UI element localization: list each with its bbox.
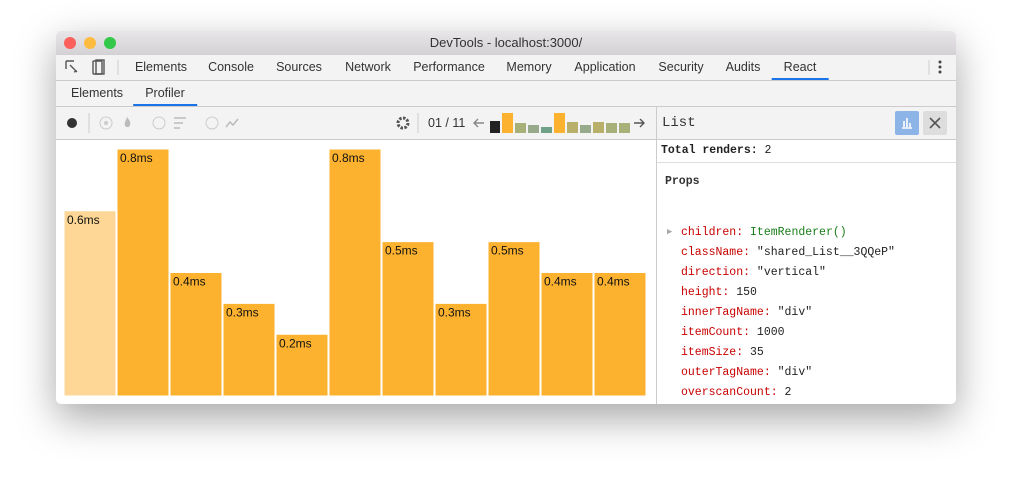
prop-key: innerTagName: (681, 306, 771, 319)
prop-key: itemCount: (681, 326, 751, 339)
prop-row: ▶ children: ItemRenderer() (667, 226, 847, 239)
prop-key: className: (681, 246, 751, 259)
title-bar: DevTools - localhost:3000/ (56, 31, 956, 55)
menu-button[interactable] (928, 55, 948, 80)
bar-label: 0.6ms (67, 213, 100, 227)
prop-row: className: "shared_List__3QQeP" (681, 246, 895, 259)
prop-value: 1000 (756, 326, 785, 339)
prop-value: 35 (750, 346, 764, 359)
commit-bar[interactable] (487, 241, 541, 397)
close-button[interactable] (64, 37, 76, 49)
bar-label: 0.5ms (385, 244, 418, 258)
tab[interactable]: Elements (134, 60, 188, 74)
commit-bar[interactable] (169, 272, 223, 397)
tab[interactable]: Memory (506, 60, 552, 74)
commit-bar[interactable] (434, 302, 488, 397)
prop-row: overscanCount: 2 (681, 386, 791, 399)
prop-row: innerTagName: "div" (681, 306, 812, 319)
commit-bar[interactable] (540, 272, 594, 397)
toolbar-graphics (67, 113, 645, 133)
prop-value: "shared_List__3QQeP" (756, 246, 895, 259)
prop-row: outerTagName: "div" (681, 366, 812, 379)
prop-row: direction: "vertical" (681, 266, 826, 279)
tab[interactable]: Security (658, 60, 704, 74)
sub-tab-bar: Elements Profiler (56, 81, 956, 107)
prop-value: 2 (784, 386, 792, 399)
bar-label: 0.8ms (120, 151, 153, 165)
tab[interactable]: Network (345, 60, 391, 74)
sidebar-buttons[interactable] (892, 107, 952, 139)
bar-label: 0.5ms (491, 244, 524, 258)
profiler-toolbar: 01 / 11 (56, 107, 656, 140)
window-title: DevTools - localhost:3000/ (429, 35, 583, 50)
bar-label: 0.4ms (597, 275, 630, 289)
expand-arrow[interactable]: ▶ (667, 227, 673, 237)
tab[interactable]: Application (574, 60, 636, 74)
profiler-pane: 01 / 11 0.6ms 0.8ms 0.4ms 0.3ms 0.2ms 0.8ms 0.… (56, 107, 656, 404)
tab[interactable]: Performance (413, 60, 485, 74)
sidebar-header: List (657, 107, 956, 140)
toolbar-icons[interactable] (56, 55, 126, 80)
devtools-window: DevTools - localhost:3000/ Elements Conso… (56, 31, 956, 404)
commit-bar[interactable] (381, 241, 435, 397)
commit-selector[interactable] (490, 113, 630, 133)
prop-value: ItemRenderer() (750, 226, 847, 239)
next-commit[interactable] (634, 118, 645, 128)
prop-value: 150 (736, 286, 757, 299)
prop-key: direction: (681, 266, 751, 279)
commit-bar[interactable] (328, 148, 382, 397)
prop-value: "div" (777, 366, 813, 379)
minimize-button[interactable] (84, 37, 96, 49)
flame-chart: 0.6ms 0.8ms 0.4ms 0.3ms 0.2ms 0.8ms 0.5ms 0.3ms… (63, 148, 647, 397)
sidebar: List Total renders: 2 Props ▶ children: I… (656, 107, 956, 404)
prop-key: outerTagName: (681, 366, 771, 379)
tab[interactable]: React (771, 55, 829, 80)
bar-label: 0.4ms (173, 275, 206, 289)
commit-bar[interactable] (593, 272, 647, 397)
tab[interactable]: Console (208, 60, 254, 74)
bar-label: 0.3ms (226, 305, 259, 319)
prop-key: itemSize: (681, 346, 744, 359)
tab-bar: Elements Console Sources Network Performance… (56, 55, 956, 81)
prop-row: height: 150 (681, 286, 757, 299)
prop-key: overscanCount: (681, 386, 778, 399)
commit-bar[interactable] (116, 148, 170, 397)
commit-bar[interactable] (63, 210, 117, 397)
total-renders-value: 2 (764, 144, 772, 157)
divider (657, 162, 956, 163)
record-button[interactable] (67, 118, 77, 128)
tab[interactable]: Sources (276, 60, 322, 74)
bar-label: 0.8ms (332, 151, 365, 165)
bar-label: 0.4ms (544, 275, 577, 289)
prop-row: itemSize: 35 (681, 346, 764, 359)
prop-key: children: (681, 226, 744, 239)
settings-button[interactable] (396, 116, 410, 130)
sidebar-title: List (662, 115, 696, 131)
commit-bar[interactable] (222, 302, 276, 397)
prop-key: height: (681, 286, 730, 299)
commit-counter: 01 / 11 (428, 116, 466, 130)
zoom-button[interactable] (104, 37, 116, 49)
commit-bar[interactable] (275, 333, 329, 397)
total-renders-label: Total renders: (661, 144, 758, 157)
prop-row: itemCount: 1000 (681, 326, 785, 339)
bar-label: 0.3ms (438, 305, 471, 319)
prop-value: "vertical" (756, 266, 826, 279)
bar-label: 0.2ms (279, 336, 312, 350)
tab[interactable]: Audits (725, 60, 761, 74)
total-renders: Total renders: 2 (661, 144, 771, 157)
props-title: Props (665, 175, 700, 188)
prop-value: "div" (777, 306, 813, 319)
sub-tab[interactable]: Profiler (133, 81, 197, 106)
sub-tab[interactable]: Elements (70, 86, 124, 100)
prev-commit[interactable] (473, 118, 484, 128)
